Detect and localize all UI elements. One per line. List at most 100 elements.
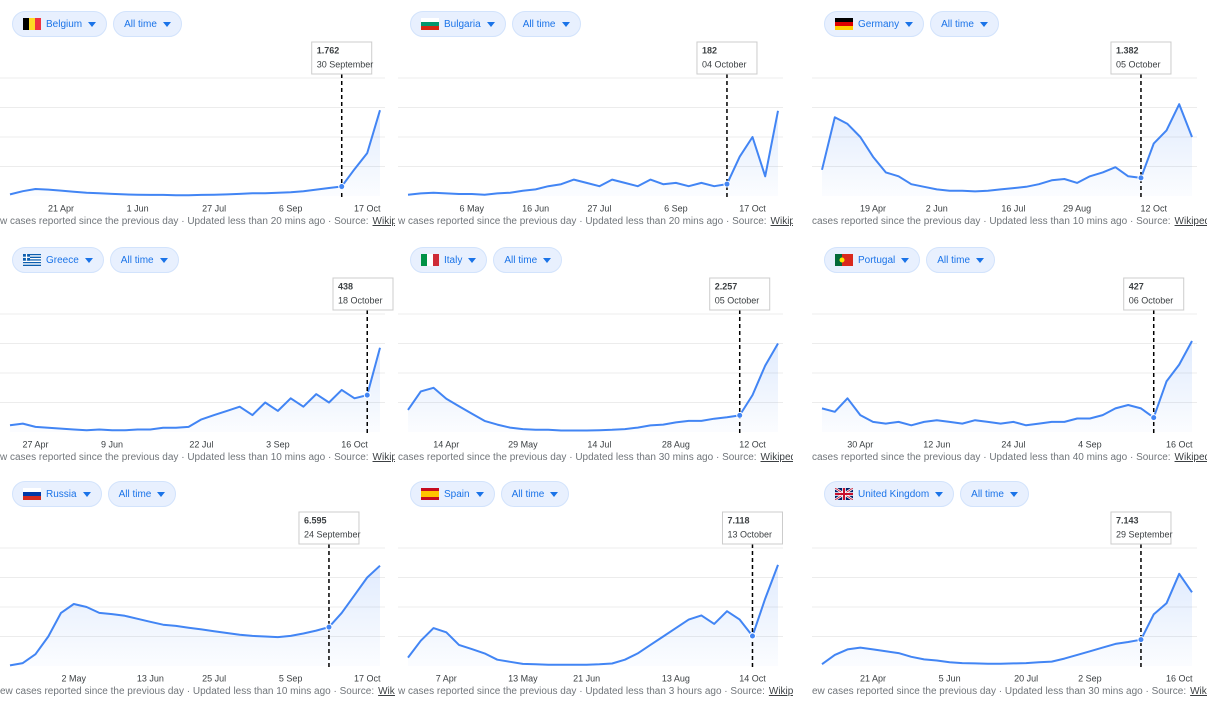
dropdown-caret: [157, 491, 166, 497]
tooltip-date: 04 October: [702, 59, 747, 69]
country-dropdown[interactable]: Portugal: [824, 247, 921, 273]
country-dropdown[interactable]: Italy: [410, 247, 488, 273]
source-link[interactable]: Wikipedia: [1190, 686, 1207, 697]
x-tick-label: 29 May: [508, 439, 538, 449]
country-dropdown[interactable]: Russia: [12, 481, 102, 507]
caret-shape: [905, 21, 914, 27]
chart-panel: United Kingdom All time 21 Apr 5 Jun 20 Jul 2…: [812, 470, 1207, 706]
flag-cross: [23, 256, 30, 258]
flag-stripe: [421, 254, 427, 266]
caret-shape: [475, 491, 484, 497]
range-dropdown[interactable]: All time: [109, 247, 179, 273]
country-dropdown[interactable]: Bulgaria: [410, 11, 506, 37]
country-name: Belgium: [46, 18, 83, 30]
flag: [23, 18, 41, 30]
x-tick-label: 9 Jun: [101, 439, 123, 449]
x-tick-label: 30 Apr: [847, 439, 873, 449]
footer-text: ew cases reported since the previous day…: [0, 686, 375, 697]
caret-shape: [901, 257, 910, 263]
country-dropdown[interactable]: Greece: [12, 247, 104, 273]
country-dropdown[interactable]: Spain: [410, 481, 495, 507]
x-tick-label: 1 Jun: [127, 203, 149, 213]
highlight-point: [1150, 414, 1158, 422]
tooltip-date: 29 September: [1116, 529, 1173, 539]
x-tick-label: 16 Jun: [522, 203, 549, 213]
dropdown-caret: [84, 257, 93, 263]
range-dropdown[interactable]: All time: [493, 247, 563, 273]
footer: cases reported since the previous day · …: [398, 452, 793, 463]
tooltip-date: 18 October: [338, 295, 383, 305]
x-tick-label: 28 Aug: [662, 439, 690, 449]
flag-stripe: [23, 262, 41, 264]
dropdown-caret: [905, 21, 914, 27]
line: [821, 340, 1193, 427]
tooltip-box: [721, 511, 783, 545]
flag: [421, 18, 439, 30]
flag-stripe: [23, 258, 41, 260]
range-label: All time: [941, 18, 974, 30]
flag: [23, 254, 41, 266]
x-tick-label: 6 May: [460, 203, 485, 213]
source-link[interactable]: Wikipedia: [372, 452, 395, 463]
range-dropdown[interactable]: All time: [107, 481, 177, 507]
x-tick-label: 27 Apr: [23, 439, 49, 449]
source-link[interactable]: Wikipedia: [770, 216, 793, 227]
area: [408, 343, 778, 432]
tooltip-value: 6.595: [304, 515, 327, 525]
tooltip-value: 1.762: [317, 45, 340, 55]
flag-stripe: [23, 260, 41, 262]
flag: [23, 488, 41, 500]
range-dropdown[interactable]: All time: [926, 247, 996, 273]
line: [9, 347, 381, 432]
chart: 21 Apr 1 Jun 27 Jul 6 Sep 17 Oct 1.762 30 Sept…: [0, 41, 385, 213]
source-link[interactable]: Wikipedia: [372, 216, 395, 227]
source-link[interactable]: Wikipedia: [1174, 452, 1207, 463]
caret-shape: [976, 257, 985, 263]
caret-shape: [561, 21, 570, 27]
footer: w cases reported since the previous day …: [0, 216, 395, 227]
tooltip-value: 427: [1129, 281, 1144, 291]
chart-panel: Portugal All time 30 Apr 12 Jun 24 Jul 4 Sep 1…: [812, 236, 1207, 472]
tooltip-value: 438: [338, 281, 353, 291]
range-dropdown[interactable]: All time: [511, 11, 581, 37]
range-dropdown[interactable]: All time: [113, 11, 182, 37]
flag-stripe: [835, 18, 853, 22]
source-link[interactable]: Wikipedia: [768, 686, 793, 697]
flag: [835, 18, 853, 30]
highlight-point: [1137, 636, 1145, 644]
chart-panel: Greece All time 27 Apr 9 Jun 22 Jul 3 Sep 16 O…: [0, 236, 395, 472]
chart: 30 Apr 12 Jun 24 Jul 4 Sep 16 Oct 427 06 Octob…: [812, 277, 1197, 449]
country-dropdown[interactable]: United Kingdom: [824, 481, 955, 507]
x-tick-label: 14 Jul: [587, 439, 611, 449]
x-tick-label: 16 Oct: [1166, 439, 1193, 449]
range-dropdown[interactable]: All time: [930, 11, 999, 37]
x-tick-label: 14 Apr: [433, 439, 459, 449]
tooltip-value: 2.257: [715, 281, 738, 291]
source-link[interactable]: Wikipedia: [760, 452, 793, 463]
source-link[interactable]: Wikipedia: [378, 686, 395, 697]
dropdown-caret: [468, 257, 477, 263]
footer: ew cases reported since the previous day…: [0, 686, 395, 697]
range-dropdown[interactable]: All time: [500, 481, 570, 507]
chart-panel: Russia All time 2 May 13 Jun 25 Jul 5 Sep 17 O…: [0, 470, 395, 706]
line: [9, 564, 381, 667]
x-tick-label: 2 Jun: [926, 203, 948, 213]
tooltip-date: 06 October: [1129, 295, 1174, 305]
country-name: Italy: [444, 254, 463, 266]
x-tick-label: 2 May: [62, 673, 87, 683]
caret-shape: [486, 21, 495, 27]
flag-stripe: [421, 26, 439, 30]
range-label: All time: [124, 18, 157, 30]
country-name: Greece: [46, 254, 79, 266]
footer: cases reported since the previous day · …: [812, 216, 1207, 227]
x-tick-label: 12 Oct: [739, 439, 766, 449]
country-dropdown[interactable]: Belgium: [12, 11, 108, 37]
range-dropdown[interactable]: All time: [960, 481, 1029, 507]
range-label: All time: [504, 254, 538, 266]
country-dropdown[interactable]: Germany: [824, 11, 925, 37]
caret-shape: [88, 21, 97, 27]
caret-shape: [550, 491, 559, 497]
source-link[interactable]: Wikipedia: [1174, 216, 1207, 227]
chart-panel: Belgium All time 21 Apr 1 Jun 27 Jul 6 Sep 17 …: [0, 0, 395, 236]
flag-stripe: [35, 18, 41, 30]
